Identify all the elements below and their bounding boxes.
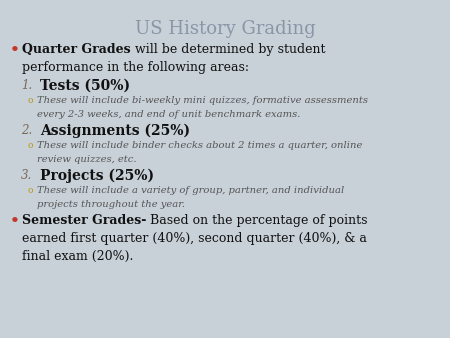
Text: These will include binder checks about 2 times a quarter, online: These will include binder checks about 2… bbox=[37, 141, 362, 150]
Text: Projects (25%): Projects (25%) bbox=[40, 169, 154, 184]
Text: These will include a variety of group, partner, and individual: These will include a variety of group, p… bbox=[37, 186, 344, 195]
Text: •: • bbox=[10, 214, 20, 228]
Text: 3.: 3. bbox=[21, 169, 32, 182]
Text: performance in the following areas:: performance in the following areas: bbox=[22, 61, 249, 74]
Text: Tests (50%): Tests (50%) bbox=[40, 79, 130, 93]
Text: projects throughout the year.: projects throughout the year. bbox=[37, 200, 185, 209]
Text: Quarter Grades: Quarter Grades bbox=[22, 43, 130, 56]
Text: o: o bbox=[28, 96, 33, 105]
Text: earned first quarter (40%), second quarter (40%), & a: earned first quarter (40%), second quart… bbox=[22, 232, 367, 245]
Text: o: o bbox=[28, 141, 33, 150]
Text: Semester Grades-: Semester Grades- bbox=[22, 214, 146, 227]
Text: review quizzes, etc.: review quizzes, etc. bbox=[37, 155, 136, 164]
Text: These will include bi-weekly mini quizzes, formative assessments: These will include bi-weekly mini quizze… bbox=[37, 96, 368, 105]
Text: •: • bbox=[10, 43, 20, 57]
Text: final exam (20%).: final exam (20%). bbox=[22, 250, 133, 263]
Text: US History Grading: US History Grading bbox=[135, 20, 315, 38]
Text: every 2-3 weeks, and end of unit benchmark exams.: every 2-3 weeks, and end of unit benchma… bbox=[37, 110, 301, 119]
Text: 1.: 1. bbox=[21, 79, 32, 92]
Text: Based on the percentage of points: Based on the percentage of points bbox=[146, 214, 368, 227]
Text: will be determined by student: will be determined by student bbox=[130, 43, 325, 56]
Text: o: o bbox=[28, 186, 33, 195]
Text: 2.: 2. bbox=[21, 124, 32, 137]
Text: Assignments (25%): Assignments (25%) bbox=[40, 124, 190, 138]
